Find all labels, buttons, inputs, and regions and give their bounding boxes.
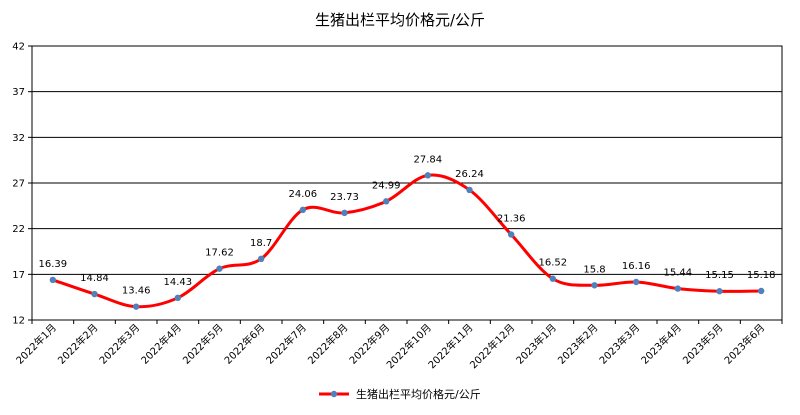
data-point bbox=[299, 206, 307, 214]
data-label: 23.73 bbox=[330, 192, 359, 203]
y-tick-label: 42 bbox=[12, 42, 25, 53]
data-point bbox=[382, 198, 390, 205]
data-point bbox=[466, 186, 473, 194]
x-tick-label: 2022年8月 bbox=[305, 321, 351, 367]
y-axis-ticks: 12 17 22 27 32 37 42 bbox=[12, 42, 32, 327]
data-point bbox=[132, 303, 140, 310]
y-tick-label: 32 bbox=[12, 133, 25, 144]
y-tick-label: 17 bbox=[12, 270, 25, 281]
data-point bbox=[424, 172, 432, 179]
data-point bbox=[49, 276, 57, 284]
chart-title: 生猪出栏平均价格元/公斤 bbox=[315, 11, 485, 29]
data-point bbox=[549, 275, 557, 282]
data-label: 18.7 bbox=[250, 238, 272, 249]
data-label: 15.8 bbox=[583, 264, 605, 275]
x-tick-label: 2022年5月 bbox=[180, 321, 226, 367]
x-tick-label: 2023年2月 bbox=[555, 321, 601, 367]
data-point bbox=[591, 282, 598, 289]
data-label: 13.46 bbox=[122, 286, 151, 297]
x-tick-label: 2022年9月 bbox=[346, 321, 392, 367]
x-tick-label: 2023年6月 bbox=[721, 321, 767, 367]
data-label: 15.44 bbox=[664, 268, 693, 279]
x-axis-ticks: 2022年1月2022年2月2022年3月2022年4月2022年5月2022年… bbox=[13, 320, 783, 371]
legend: 生猪出栏平均价格元/公斤 bbox=[319, 387, 481, 401]
series-markers bbox=[49, 172, 765, 310]
data-label: 16.39 bbox=[39, 259, 68, 270]
data-label: 17.62 bbox=[205, 248, 234, 259]
data-point bbox=[91, 290, 98, 298]
x-tick-label: 2022年12月 bbox=[467, 321, 517, 371]
x-tick-label: 2023年5月 bbox=[680, 321, 726, 367]
data-label: 15.18 bbox=[747, 270, 776, 281]
y-tick-label: 22 bbox=[12, 224, 25, 235]
legend-marker-swatch bbox=[330, 390, 338, 398]
legend-label: 生猪出栏平均价格元/公斤 bbox=[356, 387, 481, 401]
x-tick-label: 2023年4月 bbox=[638, 321, 684, 367]
data-label: 14.84 bbox=[80, 273, 109, 284]
data-label: 16.52 bbox=[539, 258, 568, 269]
data-point bbox=[174, 294, 182, 302]
data-point bbox=[632, 278, 640, 286]
data-label: 21.36 bbox=[497, 214, 526, 225]
y-tick-label: 27 bbox=[12, 179, 25, 190]
gridlines bbox=[32, 91, 782, 275]
data-labels: 16.39 14.84 13.46 14.43 17.62 18.7 24.06 23.73 2… bbox=[39, 154, 776, 296]
data-label: 24.99 bbox=[372, 180, 401, 191]
data-point bbox=[216, 265, 223, 272]
data-point bbox=[507, 231, 515, 238]
data-label: 24.06 bbox=[289, 189, 318, 200]
data-label: 26.24 bbox=[455, 169, 484, 180]
data-label: 16.16 bbox=[622, 261, 651, 272]
data-point bbox=[716, 288, 723, 295]
data-label: 15.15 bbox=[705, 270, 734, 281]
x-tick-label: 2023年1月 bbox=[513, 321, 559, 367]
data-point bbox=[257, 255, 265, 263]
data-label: 14.43 bbox=[164, 277, 193, 288]
y-tick-label: 12 bbox=[12, 316, 25, 327]
series-line bbox=[51, 173, 763, 309]
y-tick-label: 37 bbox=[12, 87, 25, 98]
x-tick-label: 2022年6月 bbox=[221, 321, 267, 367]
data-point bbox=[341, 209, 348, 217]
x-tick-label: 2022年2月 bbox=[55, 321, 101, 367]
series-line-layer bbox=[51, 173, 763, 309]
x-tick-label: 2022年4月 bbox=[138, 321, 184, 367]
x-tick-label: 2022年3月 bbox=[96, 321, 142, 367]
x-tick-label: 2023年3月 bbox=[596, 321, 642, 367]
data-point bbox=[757, 287, 765, 295]
data-point bbox=[674, 285, 682, 292]
x-tick-label: 2022年7月 bbox=[263, 321, 309, 367]
x-tick-label: 2022年1月 bbox=[13, 321, 59, 367]
data-label: 27.84 bbox=[414, 154, 443, 165]
